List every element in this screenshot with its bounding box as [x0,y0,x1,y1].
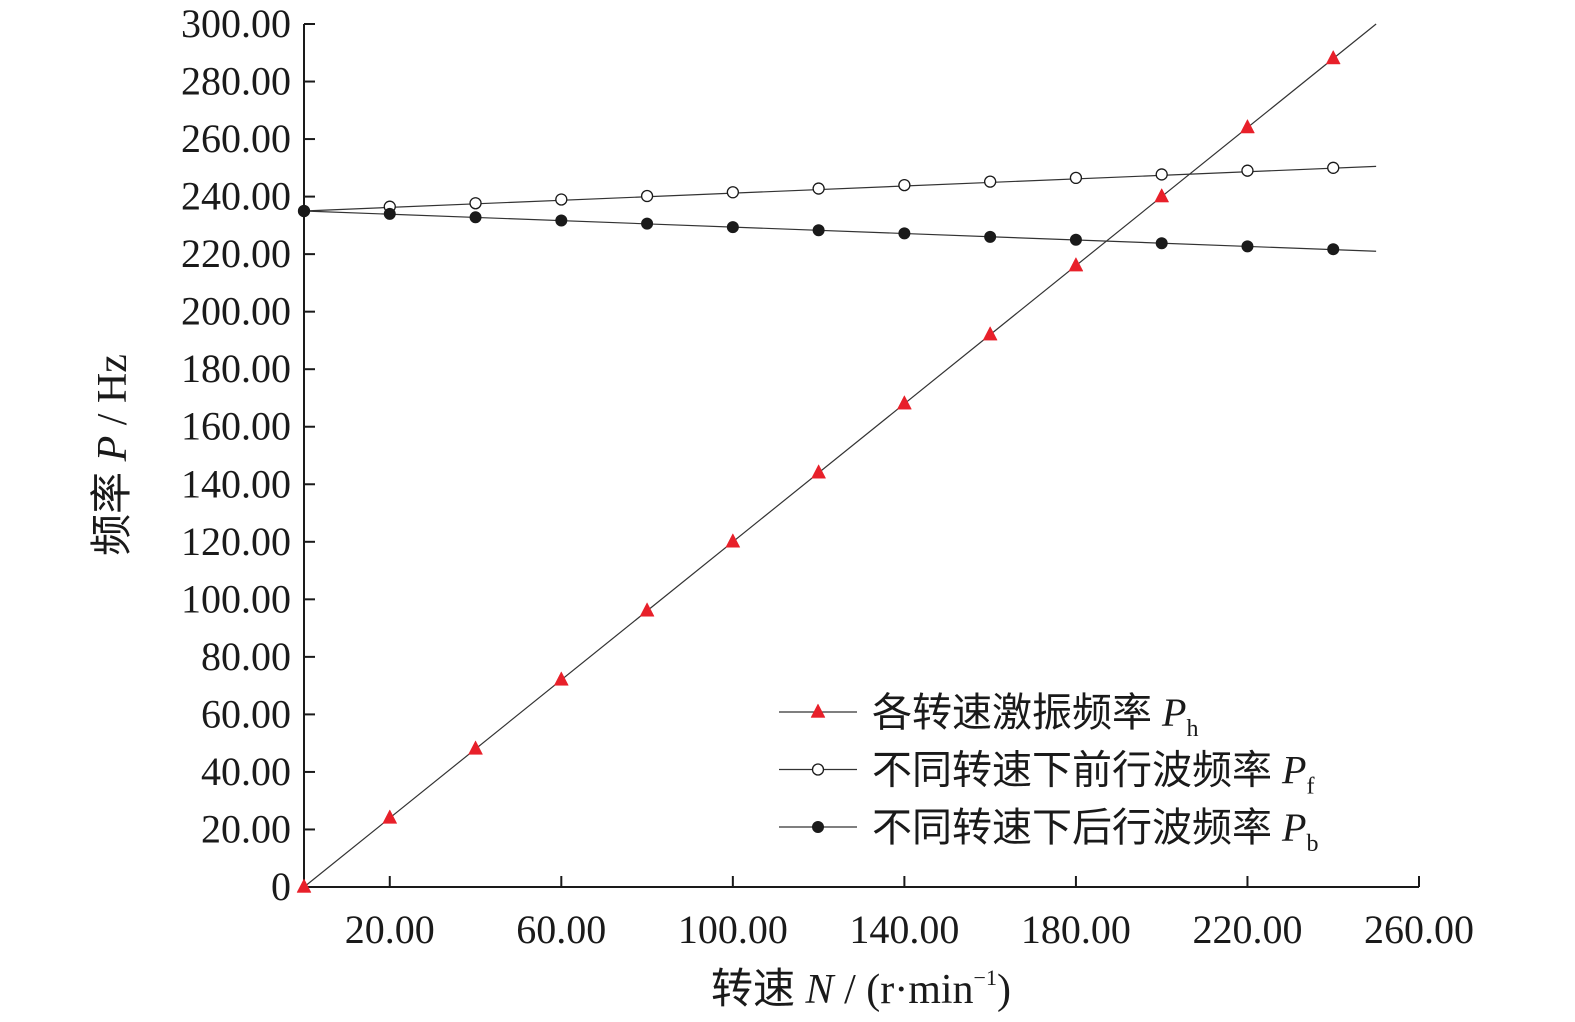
x-tick-label: 100.00 [678,907,788,952]
legend-marker-1 [810,703,826,718]
legend-label-sub: h [1186,716,1198,742]
x-axis-title-unit: / (r·min [834,967,974,1013]
x-axis-title: 转速 N / (r·min−1) [711,965,1011,1013]
y-tick-label: 200.00 [181,289,291,334]
legend-label-var: P [1281,805,1306,850]
y-tick-label: 260.00 [181,116,291,161]
series-1-point [811,464,827,479]
y-tick-label: 180.00 [181,346,291,391]
series-1-point [1154,187,1170,203]
series-3-point [641,217,654,230]
y-tick-label: 100.00 [181,576,291,621]
y-axis-title-var: P [90,436,136,463]
legend-marker-3 [812,821,824,833]
series-1-point [639,602,655,617]
chart-axes [303,24,1419,888]
legend-label-text: 不同转速下后行波频率 [872,805,1282,850]
y-tick-label: 60.00 [201,691,291,736]
legend-label-3: 不同转速下后行波频率 Pb [872,805,1318,857]
series-2-point [555,193,568,206]
series-2-point [1155,168,1168,181]
y-axis-title: 频率 P / Hz [89,354,136,556]
series-2-line [303,165,1377,212]
series-1-point [553,671,569,686]
series-3-line [303,210,1377,252]
y-axis-title-unit: / Hz [90,354,136,436]
series-3-point [812,224,825,237]
series-3-point [1327,243,1340,256]
series-3-point [383,207,396,220]
series-3-point [1069,233,1082,246]
series-3-point [898,227,911,240]
fit-lines [303,23,1377,888]
x-tick-label: 140.00 [849,907,959,952]
series-3-point [984,230,997,243]
series-2-point [640,189,654,203]
legend-label-var: P [1161,690,1186,735]
series-3-point [469,211,482,224]
x-tick-label: 220.00 [1192,907,1302,952]
y-tick-label: 0 [271,864,291,909]
series-1-point [296,878,312,893]
y-tick-label: 120.00 [181,519,291,564]
series-3-point [1155,237,1168,250]
x-axis-title-var: N [805,967,836,1013]
x-axis-title-sup: −1 [974,965,997,990]
series-2-point [812,182,825,195]
legend-label-sub: f [1306,774,1314,800]
x-axis-title-close: ) [997,967,1011,1013]
y-tick-label: 160.00 [181,404,291,449]
series-1-point [1325,49,1341,65]
y-ticks: 0 20.00 40.00 60.00 80.00 100.00 120.00 140.00 1… [181,1,315,909]
series-1-point [725,533,741,548]
series-2-point [469,197,482,210]
y-tick-label: 20.00 [201,806,291,851]
y-tick-label: 80.00 [201,634,291,679]
data-markers [296,49,1341,893]
legend-label-var: P [1281,748,1306,793]
series-1-point [1240,118,1255,134]
series-2-point [1241,164,1254,177]
legend-label-text: 各转速激振频率 [872,690,1162,735]
y-tick-label: 280.00 [181,59,291,104]
legend-label-1: 各转速激振频率 Ph [872,690,1198,742]
y-axis-title-prefix: 频率 [89,472,136,556]
legend-label-sub: b [1306,831,1318,857]
series-1-point [896,395,912,410]
series-1-point [468,740,483,755]
y-tick-label: 220.00 [181,231,291,276]
series-1-line [303,23,1377,888]
series-3-point [298,204,310,217]
y-tick-label: 300.00 [181,1,291,46]
series-2-point [898,178,911,192]
x-tick-label: 60.00 [516,907,606,952]
series-1-point [1068,257,1084,272]
legend-label-text: 不同转速下前行波频率 [872,748,1282,793]
series-2-point [1069,171,1083,185]
legend-label-2: 不同转速下前行波频率 Pf [872,748,1314,800]
x-tick-label: 180.00 [1021,907,1131,952]
x-ticks: 20.00 60.00 100.00 140.00 180.00 220.00 260.00 [345,876,1474,952]
series-3-point [555,214,568,227]
series-2-point [1327,161,1340,174]
series-3-point [1241,240,1254,253]
x-tick-label: 260.00 [1364,907,1474,952]
series-3-point [726,221,739,234]
series-1-point [382,809,398,824]
y-tick-label: 40.00 [201,749,291,794]
x-tick-label: 20.00 [345,907,435,952]
x-axis-title-prefix: 转速 [711,967,795,1013]
y-tick-label: 140.00 [181,461,291,506]
y-tick-label: 240.00 [181,174,291,219]
series-2-point [726,186,739,199]
legend-marker-2 [811,763,825,776]
series-1-point [982,326,998,341]
series-2-point [984,175,997,188]
